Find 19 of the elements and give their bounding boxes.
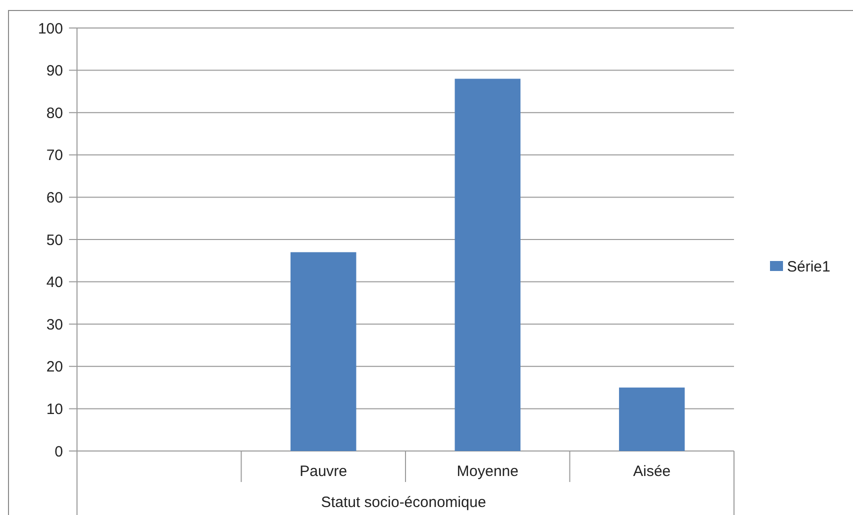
y-tick-label: 100 [38, 20, 63, 38]
x-tick-label: Moyenne [456, 463, 518, 480]
y-tick-label: 70 [46, 147, 63, 164]
y-tick-label: 80 [46, 104, 63, 122]
x-tick-label: Pauvre [300, 463, 348, 480]
y-tick-label: 0 [54, 443, 63, 460]
y-tick-label: 30 [46, 316, 63, 334]
legend-label: Série1 [787, 258, 830, 276]
y-tick-label: 90 [46, 62, 63, 80]
y-tick-label: 10 [46, 400, 63, 418]
y-tick-label: 40 [46, 274, 63, 292]
y-tick-label: 20 [46, 358, 63, 376]
bar [290, 252, 356, 451]
y-tick-label: 50 [46, 232, 63, 249]
y-tick-label: 60 [46, 189, 63, 206]
x-axis-title: Statut socio-économique [320, 494, 486, 511]
bar [454, 78, 520, 451]
x-tick-label: Aisée [633, 463, 671, 480]
bar [619, 388, 685, 451]
